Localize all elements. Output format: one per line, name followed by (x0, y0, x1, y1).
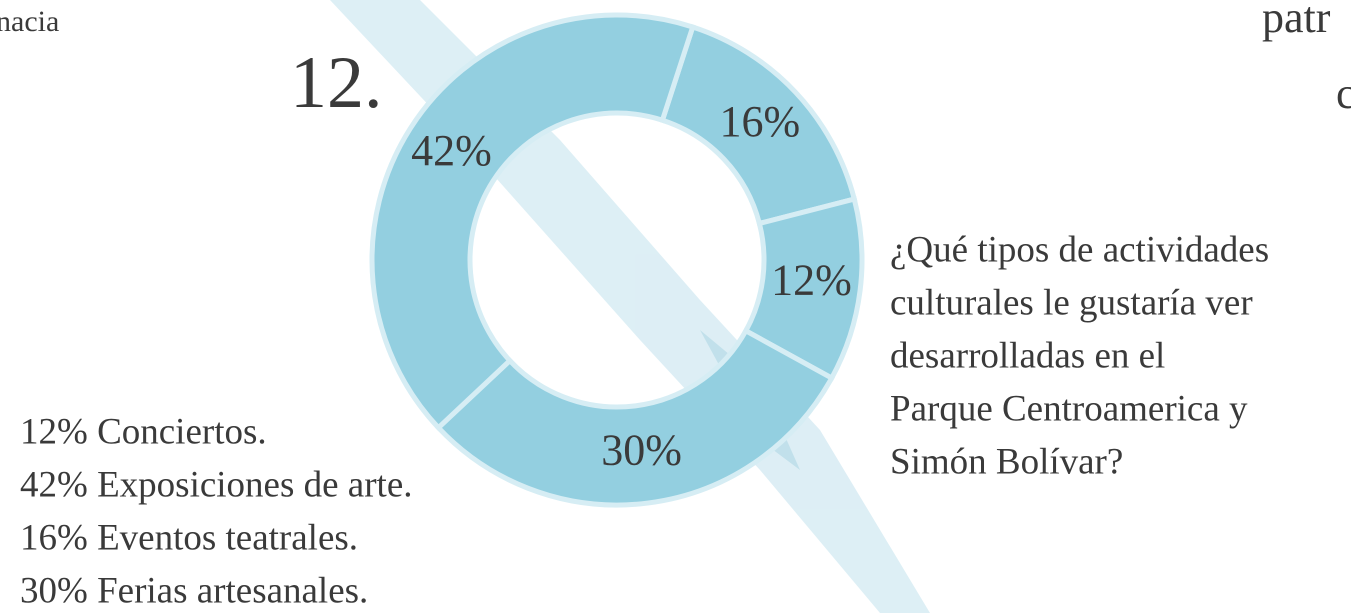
fragment-right: patr (1262, 0, 1331, 42)
question-line: culturales le gustaría ver (890, 282, 1253, 323)
question-line: ¿Qué tipos de actividades (890, 229, 1269, 270)
data-label: 30% (601, 426, 682, 475)
question-line: Parque Centroamerica y (890, 388, 1248, 429)
question-number: 12. (290, 42, 383, 124)
legend: 12% Conciertos. 42% Exposiciones de arte.… (20, 411, 413, 611)
legend-line: 30% Ferias artesanales. (20, 570, 368, 611)
question-line: desarrolladas en el (890, 335, 1165, 376)
data-label: 16% (720, 97, 801, 146)
fragment-right: c (1336, 69, 1351, 118)
question-line: Simón Bolívar? (890, 441, 1123, 482)
data-label: 12% (771, 256, 852, 305)
donut-chart: 16% 12% 30% 42% (369, 12, 865, 508)
legend-line: 16% Eventos teatrales. (20, 517, 358, 558)
legend-line: 42% Exposiciones de arte. (20, 464, 413, 505)
donut-segment (434, 327, 836, 508)
question: ¿Qué tipos de actividades culturales le g… (890, 229, 1269, 482)
fragment-left: nacia (0, 5, 59, 38)
donut-segment (369, 12, 696, 432)
data-label: 42% (411, 126, 492, 175)
legend-line: 12% Conciertos. (20, 411, 267, 452)
